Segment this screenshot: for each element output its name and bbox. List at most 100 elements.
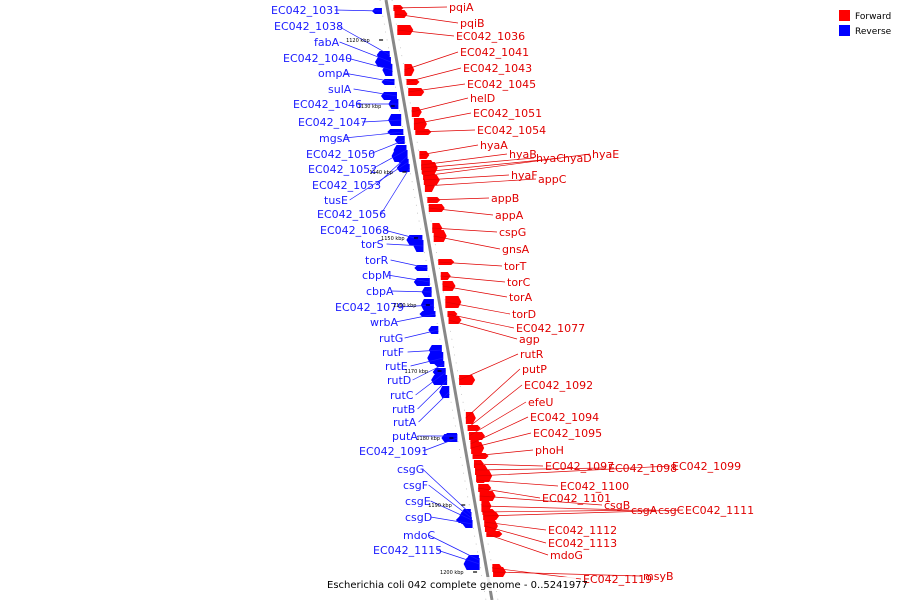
forward-gene-label[interactable]: hyaA — [480, 139, 508, 152]
reverse-gene-label[interactable]: rutC — [390, 389, 414, 402]
forward-gene-label[interactable]: gnsA — [502, 243, 530, 256]
forward-gene-feature[interactable] — [411, 107, 422, 117]
reverse-gene-label[interactable]: csgE — [405, 495, 431, 508]
reverse-gene-label[interactable]: mgsA — [319, 132, 350, 145]
forward-gene-label[interactable]: EC042_1119 — [583, 573, 652, 586]
forward-gene-label[interactable]: pqiA — [449, 1, 474, 14]
reverse-gene-label[interactable]: EC042_1091 — [359, 445, 428, 458]
forward-gene-label[interactable]: EC042_1099 — [672, 460, 741, 473]
forward-gene-label[interactable]: EC042_1111 — [685, 504, 754, 517]
forward-gene-label[interactable]: csgA — [631, 504, 658, 517]
forward-gene-feature[interactable] — [448, 316, 462, 324]
forward-gene-feature[interactable] — [433, 230, 447, 242]
reverse-gene-feature[interactable] — [380, 92, 397, 100]
forward-gene-feature[interactable] — [469, 432, 486, 440]
forward-gene-label[interactable]: appC — [538, 173, 567, 186]
reverse-gene-label[interactable]: putA — [392, 430, 418, 443]
forward-gene-label[interactable]: hyaD — [563, 152, 592, 165]
forward-gene-label[interactable]: torC — [507, 276, 531, 289]
forward-gene-label[interactable]: EC042_1097 — [545, 460, 614, 473]
forward-gene-label[interactable]: mdoG — [550, 549, 583, 562]
forward-gene-label[interactable]: hyaC — [536, 152, 564, 165]
reverse-gene-label[interactable]: sulA — [328, 83, 352, 96]
reverse-gene-label[interactable]: EC042_1047 — [298, 116, 367, 129]
forward-gene-label[interactable]: torT — [504, 260, 527, 273]
reverse-gene-label[interactable]: rutB — [392, 403, 415, 416]
forward-gene-label[interactable]: helD — [470, 92, 495, 105]
forward-gene-label[interactable]: EC042_1094 — [530, 411, 599, 424]
forward-gene-label[interactable]: EC042_1041 — [460, 46, 529, 59]
reverse-gene-label[interactable]: EC042_1068 — [320, 224, 389, 237]
forward-gene-label[interactable]: cspG — [499, 226, 526, 239]
forward-gene-label[interactable]: torD — [512, 308, 536, 321]
forward-gene-feature[interactable] — [471, 442, 485, 454]
forward-gene-label[interactable]: pqiB — [460, 17, 485, 30]
forward-gene-feature[interactable] — [479, 491, 496, 501]
reverse-gene-label[interactable]: rutG — [379, 332, 403, 345]
forward-gene-feature[interactable] — [438, 259, 455, 265]
reverse-gene-label[interactable]: EC042_1052 — [308, 163, 377, 176]
reverse-gene-label[interactable]: EC042_1046 — [293, 98, 362, 111]
forward-gene-label[interactable]: EC042_1095 — [533, 427, 602, 440]
forward-gene-label[interactable]: efeU — [528, 396, 553, 409]
forward-gene-feature[interactable] — [476, 477, 487, 483]
forward-gene-feature[interactable] — [442, 281, 456, 291]
forward-gene-label[interactable]: EC042_1092 — [524, 379, 593, 392]
forward-gene-label[interactable]: EC042_1054 — [477, 124, 546, 137]
forward-gene-label[interactable]: EC042_1101 — [542, 492, 611, 505]
forward-gene-label[interactable]: EC042_1098 — [608, 462, 677, 475]
reverse-gene-feature[interactable] — [462, 520, 473, 528]
reverse-gene-feature[interactable] — [432, 368, 446, 376]
forward-gene-label[interactable]: EC042_1051 — [473, 107, 542, 120]
forward-gene-feature[interactable] — [465, 412, 476, 424]
forward-gene-feature[interactable] — [484, 520, 498, 532]
reverse-gene-feature[interactable] — [431, 375, 448, 385]
forward-gene-label[interactable]: msyB — [643, 570, 674, 583]
reverse-gene-label[interactable]: csgG — [397, 463, 424, 476]
reverse-gene-label[interactable]: EC042_1038 — [274, 20, 343, 33]
forward-gene-label[interactable]: appA — [495, 209, 524, 222]
reverse-gene-feature[interactable] — [394, 136, 405, 144]
reverse-gene-feature[interactable] — [396, 164, 410, 172]
forward-gene-label[interactable]: putP — [522, 363, 547, 376]
forward-gene-feature[interactable] — [478, 484, 492, 492]
reverse-gene-feature[interactable] — [414, 265, 428, 271]
reverse-gene-label[interactable]: csgD — [405, 511, 432, 524]
reverse-gene-label[interactable]: EC042_1050 — [306, 148, 375, 161]
forward-gene-feature[interactable] — [440, 272, 451, 280]
forward-gene-label[interactable]: EC042_1043 — [463, 62, 532, 75]
reverse-gene-label[interactable]: csgF — [403, 479, 428, 492]
reverse-gene-label[interactable]: EC042_1031 — [271, 4, 340, 17]
reverse-gene-label[interactable]: EC042_1053 — [312, 179, 381, 192]
reverse-gene-label[interactable]: EC042_1115 — [373, 544, 442, 557]
forward-gene-label[interactable]: EC042_1100 — [560, 480, 629, 493]
reverse-gene-label[interactable]: torR — [365, 254, 389, 267]
reverse-gene-label[interactable]: EC042_1040 — [283, 52, 352, 65]
forward-gene-feature[interactable] — [397, 25, 414, 35]
reverse-gene-feature[interactable] — [382, 64, 393, 76]
forward-gene-feature[interactable] — [428, 204, 445, 212]
forward-gene-label[interactable]: EC042_1113 — [548, 537, 617, 550]
forward-gene-feature[interactable] — [445, 296, 462, 308]
forward-gene-label[interactable]: torA — [509, 291, 533, 304]
forward-gene-label[interactable]: EC042_1036 — [456, 30, 525, 43]
reverse-gene-label[interactable]: rutD — [387, 374, 411, 387]
forward-gene-feature[interactable] — [413, 118, 427, 130]
reverse-gene-label[interactable]: torS — [361, 238, 384, 251]
reverse-gene-feature[interactable] — [439, 386, 450, 398]
forward-gene-label[interactable]: phoH — [535, 444, 564, 457]
reverse-gene-label[interactable]: ompA — [318, 67, 350, 80]
reverse-gene-feature[interactable] — [413, 278, 430, 286]
forward-gene-feature[interactable] — [406, 79, 420, 85]
reverse-gene-feature[interactable] — [419, 311, 436, 317]
forward-gene-feature[interactable] — [459, 375, 476, 385]
forward-gene-feature[interactable] — [486, 531, 503, 537]
reverse-gene-label[interactable]: cbpM — [362, 269, 392, 282]
reverse-gene-label[interactable]: rutE — [385, 360, 408, 373]
forward-gene-feature[interactable] — [419, 151, 430, 159]
forward-gene-label[interactable]: csgC — [658, 504, 685, 517]
reverse-gene-label[interactable]: EC042_1079 — [335, 301, 404, 314]
forward-gene-label[interactable]: hyaF — [511, 169, 538, 182]
forward-gene-label[interactable]: EC042_1077 — [516, 322, 585, 335]
forward-gene-label[interactable]: rutR — [520, 348, 544, 361]
